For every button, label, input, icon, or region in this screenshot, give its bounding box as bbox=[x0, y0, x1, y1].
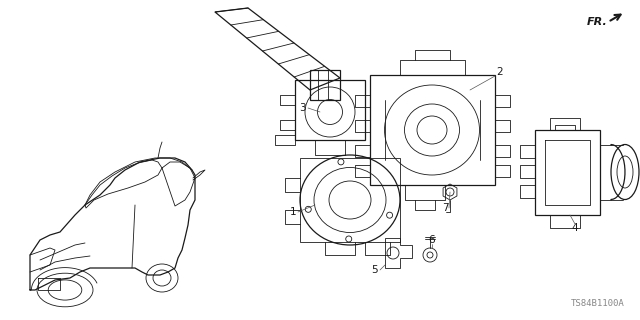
Text: 5: 5 bbox=[372, 265, 378, 275]
Text: FR.: FR. bbox=[587, 17, 608, 27]
Text: 6: 6 bbox=[429, 235, 435, 245]
Text: 3: 3 bbox=[299, 103, 305, 113]
Text: TS84B1100A: TS84B1100A bbox=[572, 299, 625, 308]
Text: 1: 1 bbox=[290, 207, 296, 217]
Text: 2: 2 bbox=[497, 67, 503, 77]
Text: 7: 7 bbox=[442, 203, 448, 213]
Text: 4: 4 bbox=[572, 223, 579, 233]
